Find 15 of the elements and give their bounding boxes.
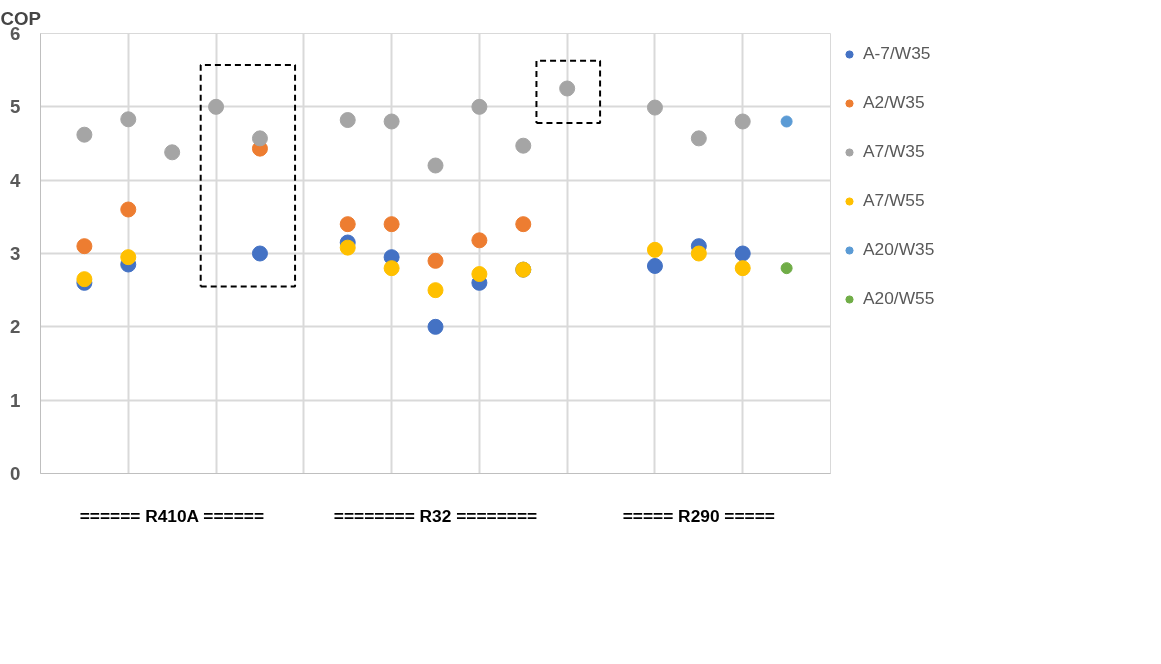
y-tick-label: 5 bbox=[10, 96, 21, 118]
legend-label: A20/W55 bbox=[863, 288, 935, 309]
y-tick-label: 3 bbox=[10, 243, 21, 264]
y-tick-label: 4 bbox=[10, 169, 22, 191]
y-tick-label: 0 bbox=[10, 463, 21, 484]
y-tick-label: 1 bbox=[10, 389, 21, 411]
text: ====== R410A ====== bbox=[79, 505, 265, 526]
legend-label: A20/W35 bbox=[863, 239, 935, 260]
legend-label: A-7/W35 bbox=[863, 43, 931, 64]
legend-label: A7/W55 bbox=[863, 190, 925, 211]
legend-label: A7/W35 bbox=[863, 141, 925, 162]
text: ===== R290 ===== bbox=[622, 505, 775, 526]
text: ======== R32 ======== bbox=[333, 505, 538, 526]
legend-label: A2/W35 bbox=[863, 92, 925, 113]
y-tick-label: 2 bbox=[10, 316, 21, 338]
